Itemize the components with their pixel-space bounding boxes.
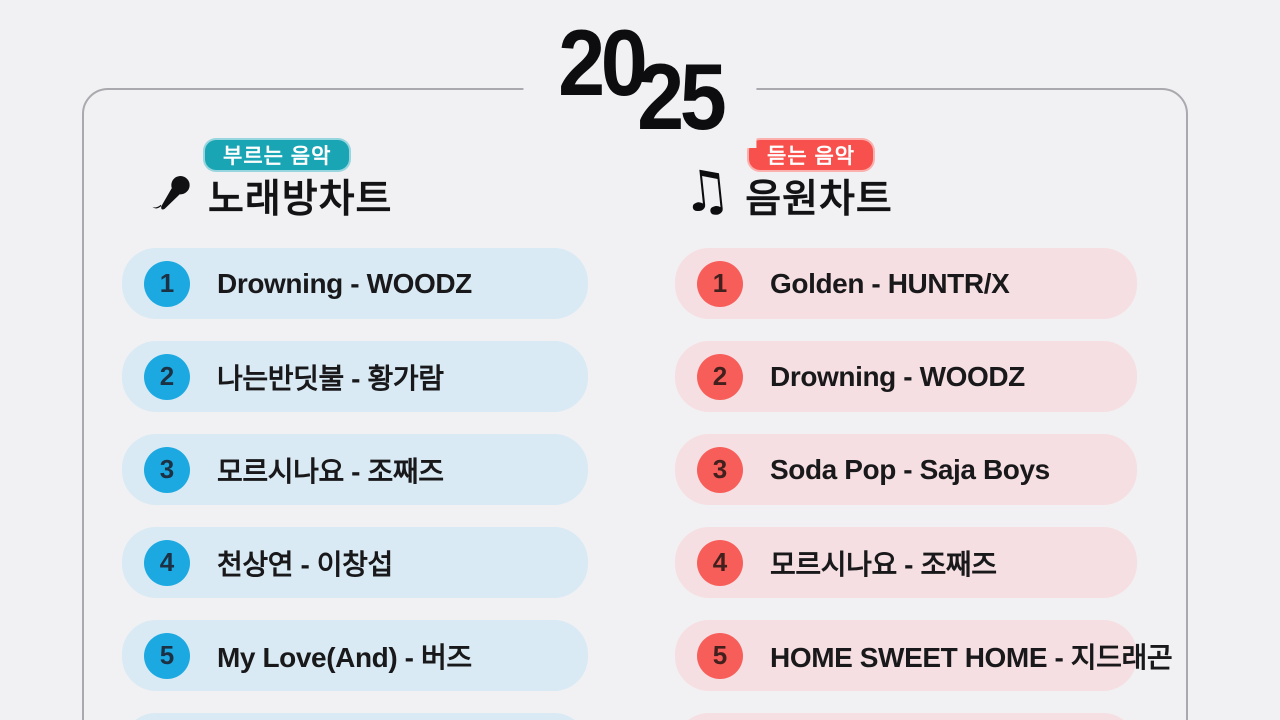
year-digits-20: 20	[558, 10, 648, 115]
chart-row: 5 HOME SWEET HOME - 지드래곤	[675, 620, 1173, 691]
chart-row-partial	[675, 713, 1137, 720]
song-title: 모르시나요 - 조째즈	[770, 548, 997, 580]
rank-badge: 3	[144, 446, 190, 493]
song-title: Drowning - WOODZ	[217, 267, 472, 299]
karaoke-chart-title: 노래방차트	[208, 178, 393, 221]
song-title: 모르시나요 - 조째즈	[217, 455, 444, 487]
streaming-chart-header: ♫ 음원차트	[678, 157, 893, 227]
song-title: Soda Pop - Saja Boys	[770, 453, 1050, 485]
chart-row: 4 모르시나요 - 조째즈	[675, 527, 1137, 598]
chart-row-partial	[122, 713, 588, 720]
rank-badge: 4	[144, 539, 190, 586]
song-title: My Love(And) - 버즈	[217, 641, 472, 673]
karaoke-category-badge: 부르는 음악	[203, 138, 352, 172]
rank-badge: 1	[697, 260, 743, 307]
streaming-chart-list: 1 Golden - HUNTR/X 2 Drowning - WOODZ 3 Soda …	[675, 248, 1173, 720]
music-note-icon: ♫	[677, 156, 735, 227]
chart-row: 1 Drowning - WOODZ	[122, 248, 588, 319]
year-title: 2025	[523, 10, 757, 149]
year-digits-25: 25	[636, 44, 727, 149]
chart-row: 4 천상연 - 이창섭	[122, 527, 588, 598]
chart-row: 1 Golden - HUNTR/X	[675, 248, 1137, 319]
chart-row: 2 Drowning - WOODZ	[675, 341, 1137, 412]
streaming-chart-title: 음원차트	[745, 178, 893, 221]
karaoke-chart-header: 노래방차트	[150, 168, 392, 224]
chart-row: 3 Soda Pop - Saja Boys	[675, 434, 1137, 505]
chart-row: 3 모르시나요 - 조째즈	[122, 434, 588, 505]
rank-badge: 2	[144, 353, 190, 400]
rank-badge: 4	[697, 539, 743, 586]
chart-row: 5 My Love(And) - 버즈	[122, 620, 588, 691]
song-title: 나는반딧불 - 황가람	[217, 362, 444, 394]
song-title: 천상연 - 이창섭	[217, 548, 393, 580]
rank-badge: 5	[697, 632, 743, 679]
karaoke-chart-list: 1 Drowning - WOODZ 2 나는반딧불 - 황가람 3 모르시나요 - 조째…	[122, 248, 588, 720]
streaming-category-badge: 듣는 음악	[747, 138, 876, 172]
song-title: Drowning - WOODZ	[770, 360, 1025, 392]
rank-badge: 3	[697, 446, 743, 493]
rank-badge: 1	[144, 260, 190, 307]
chart-row: 2 나는반딧불 - 황가람	[122, 341, 588, 412]
song-title: Golden - HUNTR/X	[770, 267, 1010, 299]
rank-badge: 5	[144, 632, 190, 679]
song-title: HOME SWEET HOME - 지드래곤	[770, 641, 1173, 673]
microphone-icon	[152, 175, 190, 210]
rank-badge: 2	[697, 353, 743, 400]
